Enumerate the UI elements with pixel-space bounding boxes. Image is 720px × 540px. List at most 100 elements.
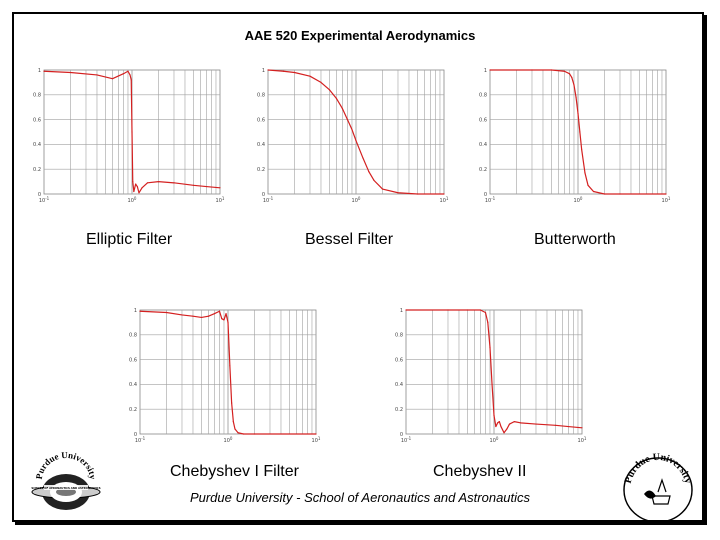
y-tick-label: 1 [400, 308, 403, 314]
data-point [489, 346, 491, 348]
bessel-plot: 0 0.2 0.4 0.6 0.8 1 10-1 100 101 [252, 60, 449, 210]
data-point [229, 365, 231, 367]
data-point [96, 74, 98, 76]
data-point [213, 313, 215, 315]
x-tick-label: 101 [216, 196, 225, 204]
y-tick-label: 0.8 [395, 333, 403, 339]
data-point [397, 192, 399, 194]
data-point [405, 309, 407, 311]
data-point [111, 78, 114, 80]
data-point [447, 309, 449, 311]
data-point [237, 432, 239, 434]
data-point [43, 70, 45, 72]
x-tick-label: 100 [490, 436, 499, 444]
y-tick-label: 0 [484, 192, 487, 198]
data-point [136, 185, 138, 188]
purdue-aero-logo: Purdue University SCHOOL OF AERONAUTICS … [30, 450, 102, 523]
y-tick-label: 0.8 [479, 93, 487, 99]
chebyshev1-label: Chebyshev I Filter [170, 463, 299, 480]
data-point [373, 179, 375, 181]
data-point [567, 425, 569, 428]
slide-frame [12, 12, 704, 522]
data-point [503, 432, 505, 434]
data-point [253, 433, 256, 435]
data-point [491, 383, 493, 385]
data-point [227, 321, 229, 323]
data-point [293, 71, 296, 74]
x-tick-label: 101 [578, 436, 587, 444]
data-point [497, 422, 499, 424]
bessel-label: Bessel Filter [305, 231, 394, 248]
data-point [665, 193, 667, 195]
data-point [234, 428, 236, 430]
data-point [122, 73, 125, 75]
data-point [139, 310, 141, 312]
data-point [181, 314, 183, 316]
data-point [346, 119, 349, 121]
x-tick-label: 101 [662, 196, 671, 204]
y-tick-label: 0.8 [257, 93, 265, 99]
data-point [484, 311, 487, 314]
y-tick-label: 0 [134, 432, 137, 438]
data-point [141, 187, 143, 189]
x-tick-label: 10-1 [401, 436, 412, 444]
logo-center-text: SCHOOL OF AERONAUTICS AND ASTRONAUTICS [31, 486, 100, 490]
butterworth-plot: 0 0.2 0.4 0.6 0.8 1 10-1 100 101 [474, 60, 671, 210]
data-point [320, 81, 322, 83]
data-point [130, 79, 132, 81]
response-curve [406, 309, 583, 434]
elliptic-plot: 0 0.2 0.4 0.6 0.8 1 10-1 100 101 [28, 60, 225, 210]
y-tick-label: 0.4 [395, 382, 403, 388]
data-point [581, 148, 583, 150]
x-tick-label: 101 [312, 436, 321, 444]
data-point [207, 315, 210, 317]
bessel-chart: 0 0.2 0.4 0.6 0.8 1 10-1 100 101 [257, 68, 449, 204]
y-tick-label: 0.4 [33, 142, 41, 148]
data-point [138, 192, 140, 194]
seal-arc-text: Purdue University [623, 452, 693, 485]
data-point [200, 316, 203, 319]
data-point [341, 107, 343, 110]
y-tick-label: 1 [262, 68, 265, 74]
data-point [573, 84, 575, 86]
response-curve [267, 69, 444, 195]
data-point [225, 313, 227, 315]
y-tick-label: 0.6 [395, 357, 403, 363]
data-point [69, 71, 72, 74]
data-point [132, 181, 134, 183]
data-point [157, 181, 160, 183]
data-point [309, 75, 311, 77]
elliptic-label: Elliptic Filter [86, 231, 173, 248]
y-tick-label: 0.2 [479, 167, 487, 173]
x-tick-label: 100 [224, 436, 233, 444]
y-tick-label: 0.2 [33, 167, 41, 173]
chebyshev2-label: Chebyshev II [433, 463, 527, 480]
y-tick-label: 0.6 [129, 357, 137, 363]
y-tick-label: 1 [38, 68, 41, 74]
data-point [131, 131, 133, 133]
data-point [487, 321, 489, 323]
data-point [498, 421, 500, 423]
data-point [355, 140, 357, 142]
data-point [508, 423, 511, 425]
data-point [192, 315, 194, 317]
data-point [500, 425, 502, 428]
y-tick-label: 0 [400, 432, 403, 438]
data-point [351, 128, 353, 131]
chebyshev1-plot: 0 0.2 0.4 0.6 0.8 1 10-1 100 101 [124, 300, 321, 450]
data-point [479, 309, 481, 311]
x-tick-label: 100 [574, 196, 583, 204]
butterworth-chart: 0 0.2 0.4 0.6 0.8 1 10-1 100 101 [479, 68, 671, 204]
data-point [218, 310, 221, 312]
data-point [315, 433, 317, 435]
y-tick-label: 0.6 [33, 117, 41, 123]
data-point [531, 69, 533, 71]
x-tick-label: 10-1 [39, 196, 50, 204]
x-tick-label: 100 [352, 196, 361, 204]
y-tick-label: 0.6 [257, 117, 265, 123]
data-point [242, 433, 245, 435]
chebyshev2-chart: 0 0.2 0.4 0.6 0.8 1 10-1 100 101 [395, 308, 587, 444]
data-point [466, 309, 469, 311]
data-point [416, 193, 419, 195]
data-point [519, 422, 522, 424]
